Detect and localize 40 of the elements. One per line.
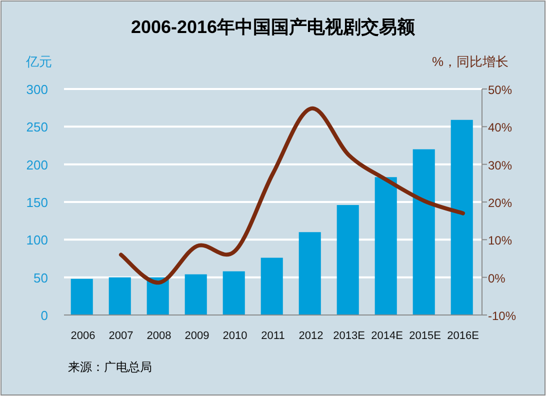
y-axis-title: 亿元 [25, 54, 52, 69]
y2-tick-label: -10% [488, 309, 516, 323]
bar [260, 258, 283, 315]
y2-tick-label: 40% [488, 120, 512, 135]
y2-tick-label: 30% [488, 158, 512, 172]
bar [298, 232, 321, 315]
bar [184, 274, 207, 315]
bar [222, 271, 245, 315]
y2-tick-label: 0% [488, 271, 506, 286]
source-note: 来源：广电总局 [68, 360, 152, 374]
y2-tick-label: 10% [488, 234, 512, 248]
y2-tick-label: 50% [488, 83, 512, 97]
bar [336, 205, 359, 315]
chart-title: 2006-2016年中国国产电视剧交易额 [130, 17, 416, 37]
y-tick-label: 0 [40, 308, 48, 323]
x-tick-label: 2008 [146, 330, 172, 342]
x-tick-label: 2013E [333, 330, 365, 342]
y2-axis-title: %，同比增长 [432, 54, 509, 69]
x-tick-label: 2010 [222, 330, 248, 342]
x-tick-label: 2015E [409, 330, 441, 342]
bar [108, 277, 131, 315]
y-tick-label: 150 [26, 195, 48, 210]
x-tick-label: 2006 [70, 330, 96, 342]
x-tick-label: 2011 [261, 330, 285, 342]
x-tick-label: 2007 [108, 330, 134, 342]
bar [450, 120, 473, 315]
bar [412, 149, 435, 315]
y-tick-label: 100 [26, 232, 48, 248]
y2-tick-label: 20% [488, 196, 512, 210]
y-tick-label: 250 [26, 120, 48, 135]
bar [374, 177, 397, 315]
y-tick-label: 50 [34, 270, 48, 286]
x-tick-label: 2014E [371, 330, 403, 342]
x-tick-label: 2016E [447, 330, 479, 342]
x-tick-label: 2012 [298, 330, 324, 342]
line-series [119, 106, 465, 285]
x-tick-label: 2009 [184, 330, 210, 342]
bar [70, 278, 93, 315]
y-tick-label: 200 [26, 157, 48, 172]
y-tick-label: 300 [26, 82, 48, 97]
